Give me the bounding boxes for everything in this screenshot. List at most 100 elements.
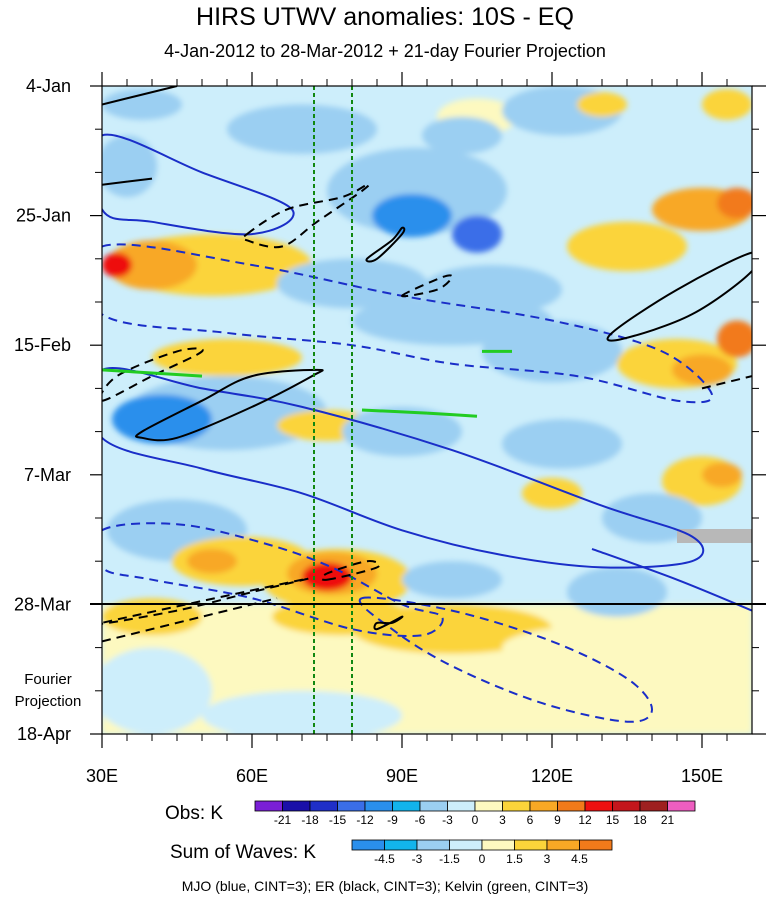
kelvin-contour-20 bbox=[361, 408, 428, 415]
anomaly-patch-24 bbox=[717, 320, 752, 358]
obs-colorbar-level-label: -18 bbox=[301, 813, 319, 827]
chart-subtitle: 4-Jan-2012 to 28-Mar-2012 + 21-day Fouri… bbox=[164, 41, 606, 61]
er-contour-7 bbox=[102, 177, 153, 186]
anomaly-patch-8 bbox=[422, 116, 502, 154]
anomaly-patch-23 bbox=[672, 354, 732, 386]
obs-colorbar-level-label: 3 bbox=[499, 813, 506, 827]
anomaly-patch-45 bbox=[502, 622, 752, 673]
obs-colorbar-swatch-13 bbox=[612, 800, 641, 812]
obs-colorbar-label: Obs: K bbox=[165, 803, 224, 824]
obs-colorbar-level-label: -6 bbox=[415, 813, 426, 827]
obs-colorbar-level-label: 18 bbox=[633, 813, 647, 827]
anomaly-patch-13 bbox=[567, 221, 687, 272]
waves-colorbar-level-label: 0 bbox=[479, 852, 486, 866]
anomaly-patch-16 bbox=[102, 252, 132, 278]
er-contour-8 bbox=[241, 183, 371, 249]
er-contour-13 bbox=[102, 347, 204, 402]
anomaly-patch-47 bbox=[202, 690, 402, 734]
anomaly-patch-32 bbox=[702, 462, 742, 488]
obs-colorbar-level-label: 0 bbox=[472, 813, 479, 827]
anomaly-patch-41 bbox=[567, 567, 667, 617]
obs-colorbar-level-label: 21 bbox=[661, 813, 675, 827]
mjo-contour-0 bbox=[102, 133, 295, 236]
er-contour-10 bbox=[400, 274, 454, 298]
obs-colorbar-level-label: 12 bbox=[578, 813, 592, 827]
waves-colorbar-swatch-7 bbox=[579, 839, 613, 851]
waves-colorbar-level-label: -3 bbox=[412, 852, 423, 866]
anomaly-patch-21 bbox=[152, 339, 302, 377]
anomaly-patch-40 bbox=[402, 561, 502, 599]
anomaly-patch-29 bbox=[502, 419, 622, 469]
obs-colorbar-level-label: 6 bbox=[527, 813, 534, 827]
er-contour-9 bbox=[365, 226, 406, 263]
x-tick-label: 90E bbox=[386, 766, 418, 786]
er-contour-16 bbox=[373, 615, 404, 631]
x-tick-label: 120E bbox=[531, 766, 573, 786]
y-tick-label: 15-Feb bbox=[14, 335, 71, 355]
y-tick-label: 25-Jan bbox=[16, 206, 71, 226]
obs-colorbar-swatch-4 bbox=[364, 800, 393, 812]
anomaly-patch-15 bbox=[107, 240, 197, 290]
obs-colorbar-level-label: -12 bbox=[356, 813, 374, 827]
y-tick-label: 28-Mar bbox=[14, 594, 71, 614]
obs-colorbar-swatch-12 bbox=[584, 800, 613, 812]
kelvin-contour-19 bbox=[102, 368, 203, 378]
missing-data-patch bbox=[677, 529, 752, 543]
anomaly-patch-10 bbox=[702, 89, 752, 120]
x-tick-label: 60E bbox=[236, 766, 268, 786]
anomaly-patch-5 bbox=[452, 215, 502, 253]
kelvin-contour-22 bbox=[426, 411, 478, 418]
anomaly-patch-46 bbox=[102, 647, 212, 734]
waves-colorbar-level-label: 4.5 bbox=[571, 852, 588, 866]
waves-colorbar-level-label: -1.5 bbox=[439, 852, 460, 866]
waves-colorbar-swatch-5 bbox=[514, 839, 548, 851]
er-contour-14 bbox=[135, 368, 324, 442]
waves-colorbar-level-label: 1.5 bbox=[506, 852, 523, 866]
obs-colorbar-swatch-7 bbox=[447, 800, 476, 812]
er-contour-17 bbox=[102, 577, 310, 625]
y-tick-label: 18-Apr bbox=[17, 724, 71, 744]
y-tick-label: 4-Jan bbox=[26, 76, 71, 96]
anomaly-patch-3 bbox=[327, 147, 507, 235]
y-tick-label: 7-Mar bbox=[24, 465, 71, 485]
anomaly-patch-20 bbox=[482, 320, 622, 383]
waves-colorbar-swatch-2 bbox=[416, 839, 450, 851]
anomaly-patch-2 bbox=[227, 104, 377, 154]
mjo-contour-5 bbox=[358, 596, 654, 723]
anomaly-patch-1 bbox=[102, 89, 182, 120]
anomaly-patch-12 bbox=[717, 187, 752, 219]
waves-colorbar-level-label: -4.5 bbox=[374, 852, 395, 866]
er-contour-15 bbox=[320, 560, 381, 581]
x-tick-label: 150E bbox=[681, 766, 723, 786]
obs-colorbar-level-label: 9 bbox=[554, 813, 561, 827]
obs-colorbar-level-label: 15 bbox=[606, 813, 620, 827]
waves-colorbar-swatch-0 bbox=[351, 839, 385, 851]
mjo-contour-1 bbox=[102, 243, 714, 404]
obs-colorbar-swatch-11 bbox=[557, 800, 586, 812]
obs-colorbar-level-label: -3 bbox=[442, 813, 453, 827]
projection-label: Fourier bbox=[24, 671, 72, 688]
waves-colorbar-swatch-3 bbox=[449, 839, 483, 851]
er-contour-6 bbox=[102, 86, 178, 106]
anomaly-patch-26 bbox=[112, 394, 212, 444]
waves-colorbar-label: Sum of Waves: K bbox=[170, 842, 317, 863]
anomaly-patch-4 bbox=[372, 194, 452, 238]
er-contour-18 bbox=[102, 597, 278, 643]
x-tick-label: 30E bbox=[86, 766, 118, 786]
projection-label: Projection bbox=[15, 693, 82, 710]
anomaly-patch-9 bbox=[577, 92, 627, 117]
obs-colorbar-swatch-2 bbox=[309, 800, 338, 812]
anomaly-patch-42 bbox=[102, 598, 202, 636]
er-contour-12 bbox=[701, 375, 752, 390]
obs-colorbar-swatch-9 bbox=[502, 800, 531, 812]
waves-colorbar-level-label: 3 bbox=[544, 852, 551, 866]
obs-colorbar-swatch-15 bbox=[667, 800, 696, 812]
anomaly-patch-36 bbox=[187, 548, 237, 574]
mjo-contour-2 bbox=[102, 367, 705, 569]
waves-colorbar-swatch-6 bbox=[546, 839, 580, 851]
waves-colorbar-swatch-4 bbox=[481, 839, 515, 851]
obs-colorbar-swatch-14 bbox=[639, 800, 668, 812]
waves-colorbar-swatch-1 bbox=[384, 839, 418, 851]
mjo-contour-4 bbox=[102, 522, 444, 638]
